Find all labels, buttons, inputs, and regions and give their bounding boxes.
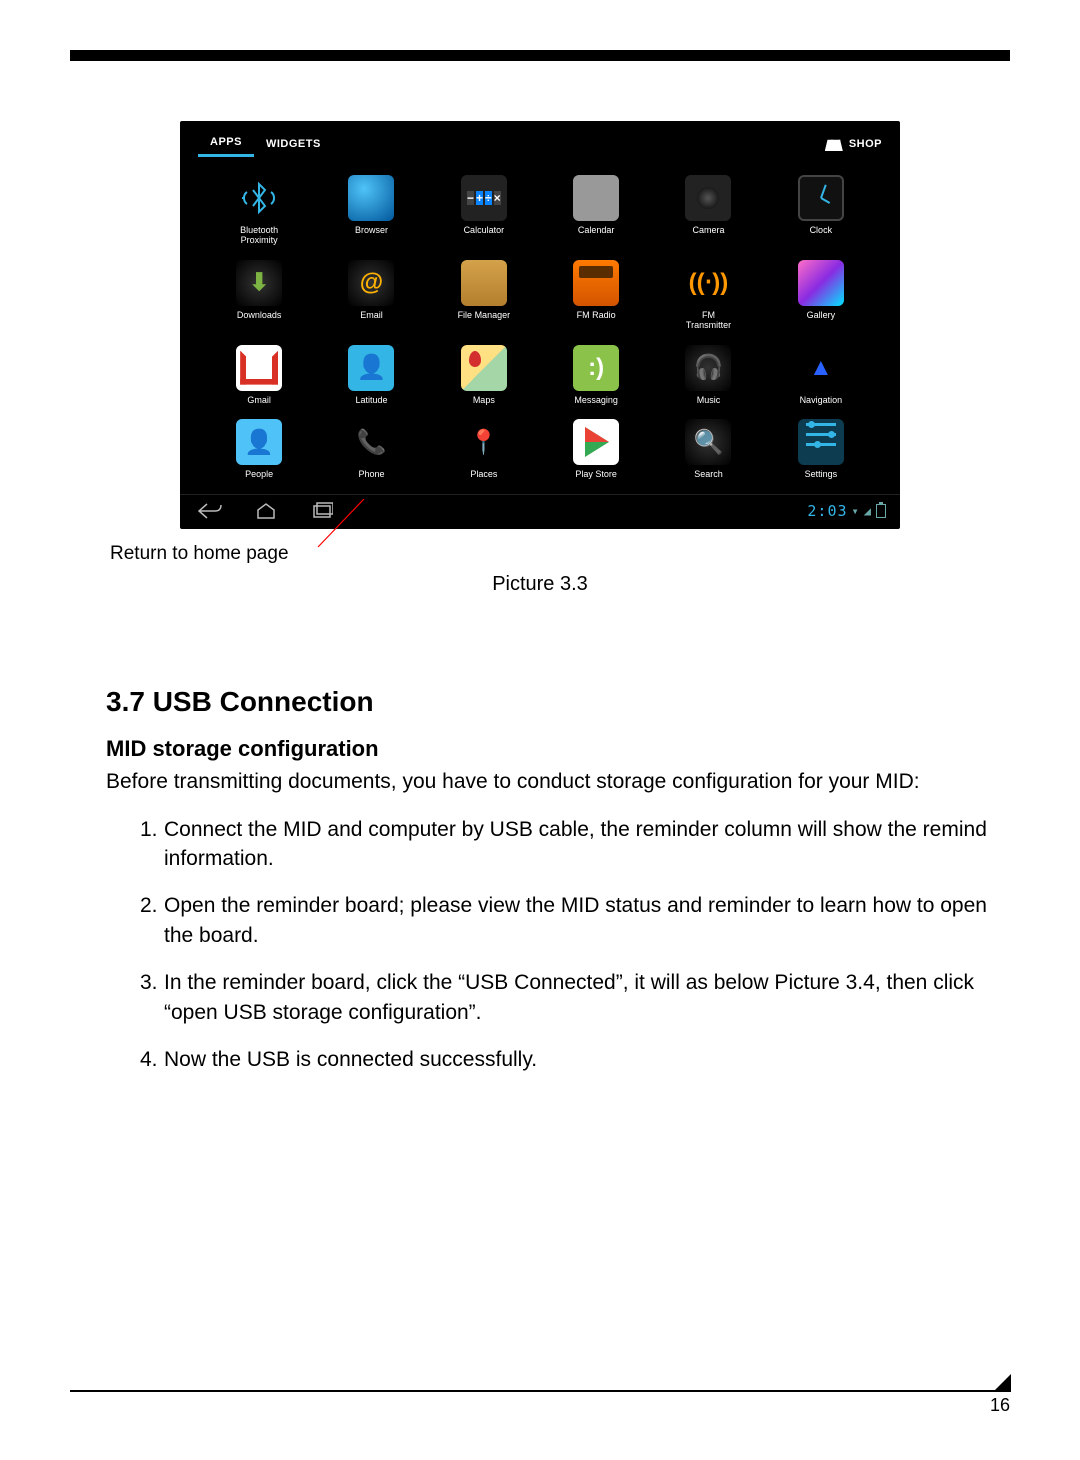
drawer-tabs: APPS WIDGETS SHOP [180, 121, 900, 157]
app-label: Calculator [464, 226, 505, 236]
app-nav[interactable]: ▲Navigation [770, 345, 872, 406]
shop-icon [825, 136, 843, 151]
app-email[interactable]: @Email [320, 260, 422, 331]
app-label: Bluetooth Proximity [240, 226, 278, 246]
app-label: Downloads [237, 311, 282, 321]
app-label: Places [470, 470, 497, 480]
tab-apps[interactable]: APPS [198, 130, 254, 157]
back-button[interactable] [194, 501, 226, 521]
step-item: 4.Now the USB is connected successfully. [140, 1045, 1000, 1074]
app-grid: Bluetooth Proximity Browser −+÷×Calculator… [180, 157, 900, 494]
app-music[interactable]: 🎧Music [657, 345, 759, 406]
app-label: Navigation [800, 396, 843, 406]
section-body: 3.7 USB Connection MID storage configura… [70, 686, 1010, 1074]
shop-label: SHOP [849, 138, 882, 150]
app-label: Latitude [355, 396, 387, 406]
tab-widgets[interactable]: WIDGETS [254, 132, 333, 156]
battery-icon [876, 504, 886, 518]
status-bar: 2:03 ▾ ◢ [807, 502, 886, 520]
annotation: Return to home page [180, 529, 1010, 569]
app-label: Email [360, 311, 383, 321]
app-msg[interactable]: :)Messaging [545, 345, 647, 406]
steps-list: 1.Connect the MID and computer by USB ca… [106, 815, 1000, 1075]
app-browser[interactable]: Browser [320, 175, 422, 246]
app-label: Play Store [575, 470, 617, 480]
app-settings[interactable]: Settings [770, 419, 872, 480]
app-bt[interactable]: Bluetooth Proximity [208, 175, 310, 246]
wifi-icon: ▾ [852, 504, 860, 518]
app-maps[interactable]: Maps [433, 345, 535, 406]
page-number: 16 [990, 1395, 1010, 1416]
section-heading: 3.7 USB Connection [106, 686, 1000, 718]
app-label: Gallery [807, 311, 836, 321]
system-navbar: 2:03 ▾ ◢ [180, 494, 900, 529]
app-radio[interactable]: FM Radio [545, 260, 647, 331]
android-screenshot: APPS WIDGETS SHOP Bluetooth Proximity Bro… [180, 121, 900, 529]
app-label: Calendar [578, 226, 615, 236]
footer-rule [70, 1390, 1010, 1392]
header-rule [70, 50, 1010, 61]
app-label: Maps [473, 396, 495, 406]
app-label: Gmail [247, 396, 271, 406]
app-gal[interactable]: Gallery [770, 260, 872, 331]
app-cam[interactable]: Camera [657, 175, 759, 246]
section-subheading: MID storage configuration [106, 736, 1000, 762]
app-label: Settings [805, 470, 838, 480]
step-item: 3.In the reminder board, click the “USB … [140, 968, 1000, 1027]
clock-time: 2:03 [807, 502, 847, 520]
app-gmail[interactable]: Gmail [208, 345, 310, 406]
app-label: Music [697, 396, 721, 406]
app-label: Camera [692, 226, 724, 236]
home-button[interactable] [250, 501, 282, 521]
step-item: 2.Open the reminder board; please view t… [140, 891, 1000, 950]
app-phone[interactable]: 📞Phone [320, 419, 422, 480]
intro-paragraph: Before transmitting documents, you have … [106, 768, 1000, 796]
app-places[interactable]: 📍Places [433, 419, 535, 480]
annotation-label: Return to home page [110, 543, 289, 565]
app-label: Messaging [574, 396, 618, 406]
app-fm[interactable]: File Manager [433, 260, 535, 331]
app-people[interactable]: 👤People [208, 419, 310, 480]
app-label: FM Transmitter [686, 311, 731, 331]
app-fmtx[interactable]: ((⋅))FM Transmitter [657, 260, 759, 331]
shop-link[interactable]: SHOP [825, 136, 882, 151]
app-calc[interactable]: −+÷×Calculator [433, 175, 535, 246]
app-label: Browser [355, 226, 388, 236]
app-cal[interactable]: Calendar [545, 175, 647, 246]
app-label: People [245, 470, 273, 480]
app-label: Search [694, 470, 723, 480]
app-label: Phone [358, 470, 384, 480]
app-label: FM Radio [577, 311, 616, 321]
app-label: File Manager [458, 311, 511, 321]
signal-icon: ◢ [864, 504, 872, 518]
figure-caption: Picture 3.3 [70, 573, 1010, 596]
app-search[interactable]: 🔍Search [657, 419, 759, 480]
app-clock[interactable]: Clock [770, 175, 872, 246]
footer-corner [993, 1374, 1011, 1392]
app-dl[interactable]: ⬇Downloads [208, 260, 310, 331]
app-label: Clock [810, 226, 833, 236]
step-item: 1.Connect the MID and computer by USB ca… [140, 815, 1000, 874]
app-play[interactable]: Play Store [545, 419, 647, 480]
app-lat[interactable]: 👤Latitude [320, 345, 422, 406]
